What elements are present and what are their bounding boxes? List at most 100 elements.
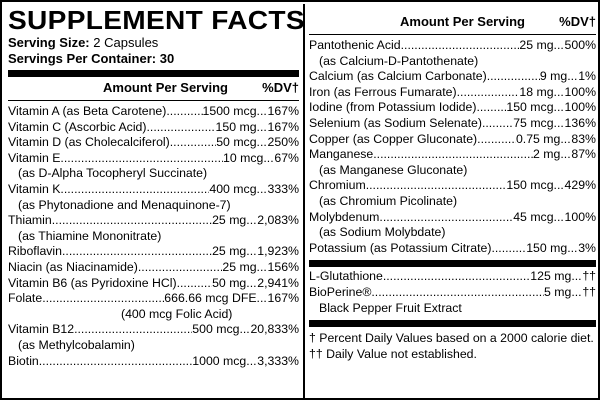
nutrient-amount: 150 mg bbox=[526, 240, 568, 255]
left-nutrient-list: Vitamin A (as Beta Carotene) 1500 mcg 167%… bbox=[8, 104, 299, 369]
leader-dots bbox=[487, 69, 540, 85]
footnote-daily-values: † Percent Daily Values based on a 2000 c… bbox=[309, 331, 594, 346]
nutrient-row: Molybdenum 45 mcg 100% bbox=[309, 210, 596, 226]
nutrient-row: Vitamin C (Ascorbic Acid) 150 mg 167% bbox=[8, 120, 299, 136]
leader-dots bbox=[257, 120, 267, 136]
leader-dots bbox=[482, 116, 513, 132]
nutrient-row: Biotin 1000 mcg 3,333% bbox=[8, 354, 299, 370]
nutrient-row: Manganese 2 mg 87% bbox=[309, 147, 596, 163]
nutrient-source: (as Sodium Molybdate) bbox=[319, 225, 446, 240]
footnotes: † Percent Daily Values based on a 2000 c… bbox=[309, 330, 596, 362]
nutrient-row: Vitamin B6 (as Pyridoxine HCl) 50 mg 2,94… bbox=[8, 276, 299, 292]
leader-dots bbox=[170, 135, 216, 151]
leader-dots bbox=[571, 269, 581, 285]
nutrient-row: Pantothenic Acid 25 mg 500% bbox=[309, 38, 596, 54]
nutrient-amount: 45 mcg bbox=[513, 209, 554, 224]
leader-dots bbox=[60, 151, 223, 167]
servings-per-container: Servings Per Container: 30 bbox=[8, 51, 299, 67]
leader-dots bbox=[177, 276, 213, 292]
nutrient-amount: 25 mg bbox=[212, 213, 247, 228]
daily-value-percent: 2,083% bbox=[257, 213, 299, 228]
nutrient-row: Vitamin D (as Cholecalciferol) 50 mcg 250% bbox=[8, 135, 299, 151]
leader-dots bbox=[74, 322, 192, 338]
column-divider bbox=[303, 4, 305, 398]
leader-dots bbox=[39, 354, 193, 370]
leader-dots bbox=[401, 38, 520, 54]
daily-value-percent: 429% bbox=[564, 178, 596, 193]
nutrient-amount: 5 mg bbox=[543, 284, 572, 299]
nutrient-amount: 25 mg bbox=[519, 38, 554, 52]
leader-dots bbox=[42, 291, 164, 307]
leader-dots bbox=[239, 322, 249, 338]
nutrient-name: Folate bbox=[8, 291, 43, 306]
nutrient-source: (as Methylcobalamin) bbox=[18, 337, 135, 352]
leader-dots bbox=[246, 244, 256, 260]
nutrient-row: Chromium 150 mcg 429% bbox=[309, 178, 596, 194]
nutrient-amount: 150 mcg bbox=[506, 178, 554, 193]
daily-value-percent: 67% bbox=[274, 150, 299, 165]
right-column-header: Amount Per Serving %DV† bbox=[309, 5, 596, 33]
serving-size-label: Serving Size: bbox=[8, 35, 90, 50]
daily-value-percent: 20,833% bbox=[250, 322, 299, 337]
nutrient-name: Potassium (as Potassium Citrate) bbox=[309, 240, 492, 255]
nutrient-name: L-Glutathione bbox=[309, 269, 383, 284]
nutrient-amount: 125 mg bbox=[530, 269, 572, 284]
nutrient-amount: 2 mg bbox=[533, 147, 561, 162]
daily-value-percent: 87% bbox=[571, 147, 596, 162]
nutrient-name: Riboflavin bbox=[8, 244, 62, 259]
daily-value-percent: 167% bbox=[267, 104, 299, 118]
nutrient-amount: 75 mcg bbox=[513, 115, 554, 130]
nutrient-name: Vitamin E bbox=[8, 150, 61, 165]
leader-dots bbox=[257, 104, 267, 120]
leader-dots bbox=[457, 85, 520, 101]
leader-dots bbox=[257, 291, 267, 307]
daily-value-percent: 100% bbox=[564, 209, 596, 224]
nutrient-row: Thiamin 25 mg 2,083% bbox=[8, 213, 299, 229]
leader-dots bbox=[257, 135, 267, 151]
leader-dots bbox=[257, 182, 267, 198]
nutrient-row: L-Glutathione 125 mg †† bbox=[309, 269, 596, 285]
nutrient-name: Thiamin bbox=[8, 213, 52, 228]
nutrient-name: Niacin (as Niacinamide) bbox=[8, 259, 138, 274]
daily-value-percent: 83% bbox=[571, 131, 596, 146]
nutrient-row: Iodine (from Potassium Iodide) 150 mcg 10… bbox=[309, 100, 596, 116]
leader-dots bbox=[379, 210, 513, 226]
nutrient-amount: 9 mg bbox=[539, 69, 568, 84]
thick-rule bbox=[309, 320, 596, 328]
daily-value-percent: †† bbox=[582, 284, 596, 299]
nutrient-name: Biotin bbox=[8, 353, 39, 368]
nutrient-name: Vitamin B6 (as Pyridoxine HCl) bbox=[8, 275, 177, 290]
leader-dots bbox=[554, 210, 564, 226]
thick-rule bbox=[8, 70, 299, 77]
nutrient-amount: 150 mcg bbox=[506, 100, 554, 115]
nutrient-amount: 1500 mcg bbox=[202, 104, 257, 118]
nutrient-source: (as Thiamine Mononitrate) bbox=[18, 228, 162, 243]
daily-value-percent: 100% bbox=[564, 84, 596, 99]
nutrient-amount: 400 mcg bbox=[209, 181, 257, 196]
nutrient-amount: 10 mcg bbox=[223, 150, 264, 165]
nutrient-name: Selenium (as Sodium Selenate) bbox=[309, 115, 482, 130]
daily-value-percent: 2,941% bbox=[257, 275, 299, 290]
nutrient-source: (as Manganese Gluconate) bbox=[319, 162, 468, 177]
leader-dots bbox=[554, 116, 564, 132]
nutrient-name: Calcium (as Calcium Carbonate) bbox=[309, 69, 487, 84]
leader-dots bbox=[371, 285, 544, 301]
nutrient-name: Vitamin B12 bbox=[8, 322, 75, 337]
nutrient-amount: 1000 mcg bbox=[192, 353, 247, 368]
leader-dots bbox=[560, 147, 570, 163]
leader-dots bbox=[476, 100, 506, 116]
daily-value-percent: 333% bbox=[267, 181, 299, 196]
nutrient-amount: 50 mcg bbox=[216, 135, 257, 150]
leader-dots bbox=[147, 120, 216, 136]
leader-dots bbox=[491, 241, 526, 257]
daily-value-percent: 500% bbox=[564, 38, 596, 52]
nutrient-source: Black Pepper Fruit Extract bbox=[319, 300, 462, 315]
other-ingredients-list: L-Glutathione 125 mg †† BioPerine® 5 mg †† Bla… bbox=[309, 269, 596, 316]
servings-per-container-label: Servings Per Container: bbox=[8, 51, 157, 66]
leader-dots bbox=[62, 244, 212, 260]
leader-dots bbox=[560, 132, 570, 148]
leader-dots bbox=[52, 213, 212, 229]
daily-value-percent: 1,923% bbox=[257, 244, 299, 259]
nutrient-name: Iodine (from Potassium Iodide) bbox=[309, 100, 477, 115]
nutrient-name: Iron (as Ferrous Fumarate) bbox=[309, 84, 457, 99]
